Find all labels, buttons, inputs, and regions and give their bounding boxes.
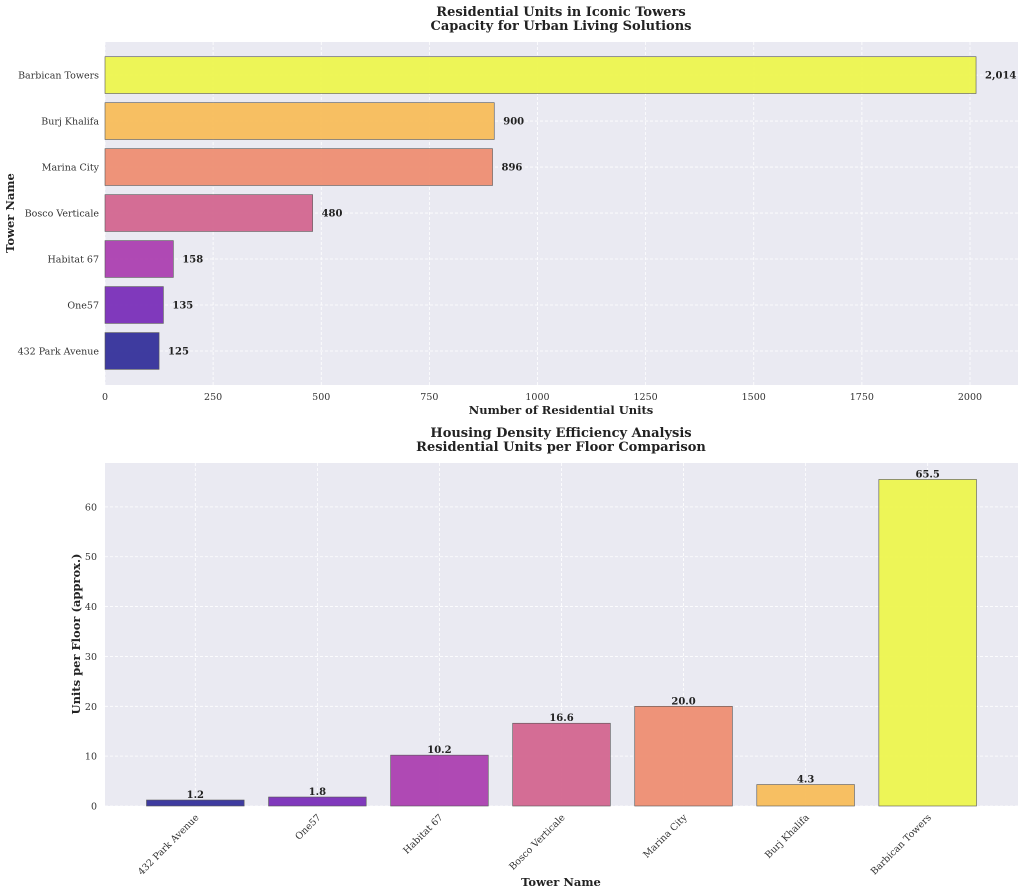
x-tick-label: 432 Park Avenue	[136, 812, 202, 878]
y-tick-label: 10	[85, 752, 97, 763]
y-tick-label: 20	[85, 702, 97, 713]
data-label: 20.0	[671, 696, 695, 707]
x-tick-label: Barbican Towers	[869, 812, 934, 877]
chart1-plot: 0 250 500 750 1000 1250 1500 1750 2000 432 Park A…	[18, 42, 1018, 403]
y-tick-label: One57	[67, 300, 99, 311]
bar	[268, 796, 367, 807]
x-tick-label: Bosco Verticale	[507, 812, 568, 873]
chart2-xlabel: Tower Name	[521, 875, 601, 889]
bar	[146, 799, 245, 807]
y-tick-label: 0	[91, 802, 97, 813]
y-tick-label: 30	[85, 652, 97, 663]
x-tick-label: Marina City	[641, 812, 690, 861]
chart1-title: Residential Units in Iconic Towers	[436, 5, 685, 20]
data-label: 135	[172, 300, 193, 311]
chart2-ylabel: Units per Floor (approx.)	[69, 554, 83, 715]
y-tick-label: Burj Khalifa	[41, 117, 99, 128]
y-tick-label: 60	[85, 502, 97, 513]
data-label: 2,014	[985, 71, 1016, 82]
x-tick-label: 1750	[850, 392, 874, 403]
x-tick-label: Burj Khalifa	[763, 812, 812, 861]
chart2-subtitle: Residential Units per Floor Comparison	[416, 440, 706, 455]
data-label: 158	[182, 255, 203, 266]
data-label: 4.3	[797, 775, 814, 786]
x-tick-label: 250	[204, 392, 222, 403]
data-label: 900	[503, 117, 524, 128]
bar	[104, 332, 160, 370]
x-tick-label: 2000	[958, 392, 982, 403]
data-label: 896	[502, 163, 523, 174]
data-label: 480	[322, 209, 343, 220]
data-label: 65.5	[915, 469, 939, 480]
bar	[634, 705, 733, 807]
x-tick-label: 750	[420, 392, 438, 403]
chart2-plot: 0 10 20 30 40 50 60 1.2 432 Park Avenue 1.8 One57 1…	[85, 463, 1018, 878]
x-tick-label: 1250	[634, 392, 658, 403]
bar	[878, 479, 977, 807]
y-tick-label: 40	[85, 602, 97, 613]
bar	[390, 754, 489, 807]
x-tick-label: 500	[312, 392, 330, 403]
x-tick-label: Habitat 67	[401, 812, 445, 856]
bar	[512, 722, 611, 807]
chart1-xlabel: Number of Residential Units	[469, 403, 654, 417]
y-tick-label: Bosco Verticale	[25, 209, 100, 220]
y-tick-label: Habitat 67	[48, 255, 99, 266]
x-tick-label: 1500	[742, 392, 766, 403]
x-tick-label: 1000	[525, 392, 549, 403]
bar	[104, 194, 313, 232]
bar	[104, 56, 977, 94]
y-tick-label: 50	[85, 552, 97, 563]
data-label: 16.6	[549, 713, 573, 724]
chart1-ylabel: Tower Name	[3, 173, 17, 253]
data-label: 125	[168, 346, 189, 357]
y-tick-label: Marina City	[42, 163, 100, 174]
bar	[104, 286, 164, 324]
data-label: 1.8	[309, 787, 326, 798]
data-label: 1.2	[187, 790, 204, 801]
bar	[756, 784, 855, 807]
bar	[104, 240, 174, 278]
x-tick-label: One57	[293, 812, 323, 842]
y-tick-label: 432 Park Avenue	[18, 346, 100, 357]
bar	[104, 148, 493, 186]
y-tick-label: Barbican Towers	[18, 71, 99, 82]
data-label: 10.2	[427, 745, 451, 756]
chart2-title: Housing Density Efficiency Analysis	[430, 426, 691, 441]
x-tick-label: 0	[102, 392, 108, 403]
chart1-subtitle: Capacity for Urban Living Solutions	[430, 19, 691, 34]
bar	[104, 102, 495, 140]
